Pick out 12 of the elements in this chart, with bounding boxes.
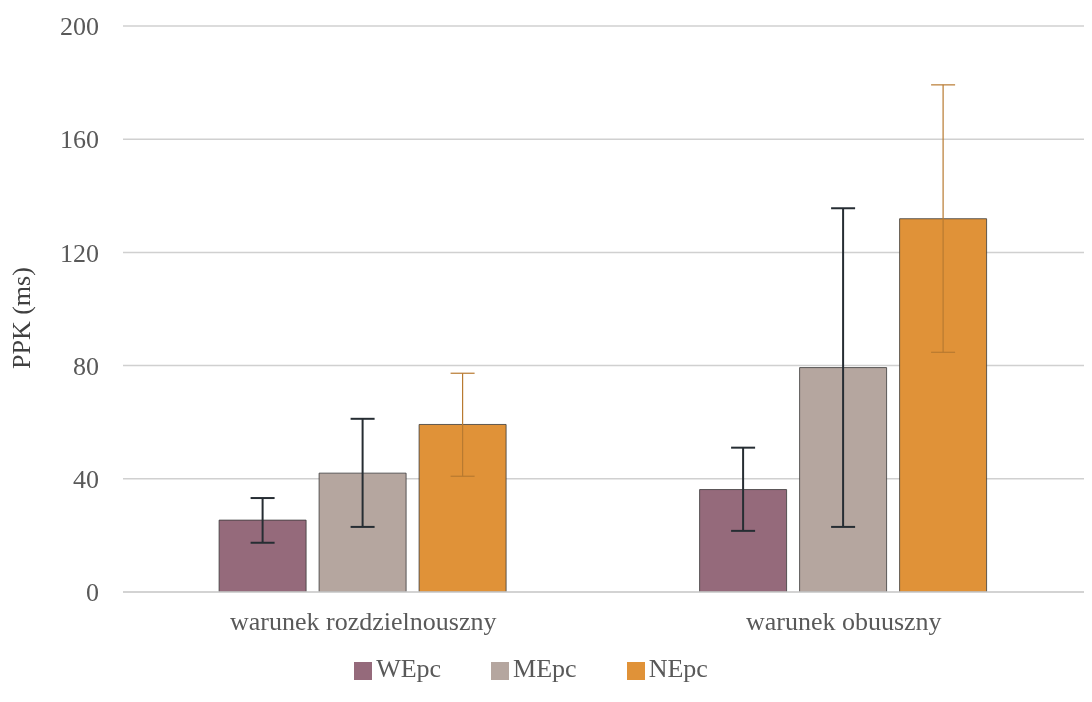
y-tick-label: 200	[60, 12, 99, 42]
y-tick-label: 40	[73, 465, 99, 495]
y-axis-title: PPK (ms)	[7, 267, 37, 369]
legend-label: NEpc	[648, 654, 708, 683]
legend-label: MEpc	[513, 654, 577, 683]
y-tick-label: 160	[60, 125, 99, 155]
y-tick-label: 0	[86, 578, 99, 608]
x-tick-label: warunek rozdzielnouszny	[230, 607, 497, 637]
y-tick-label: 80	[73, 351, 99, 381]
legend-label: WEpc	[376, 654, 442, 683]
x-tick-label: warunek obuuszny	[745, 607, 942, 637]
y-tick-label: 120	[60, 238, 99, 268]
